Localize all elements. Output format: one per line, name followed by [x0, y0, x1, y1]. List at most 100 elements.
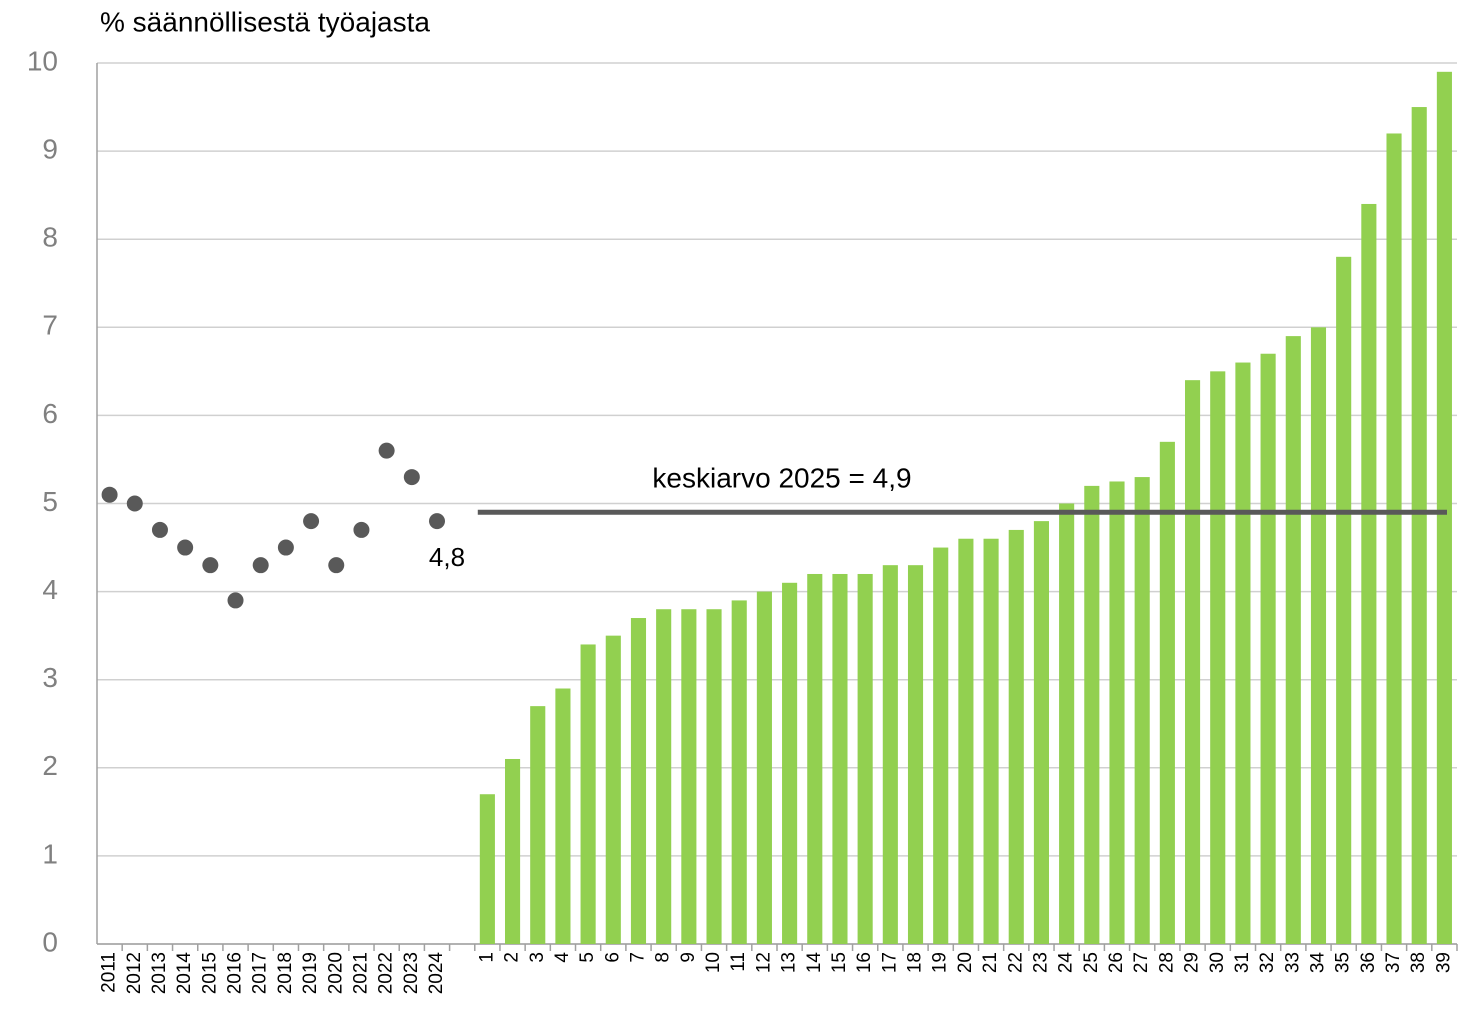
x-tick-label: 33 [1282, 952, 1303, 973]
x-tick-label: 31 [1232, 952, 1253, 973]
bar [1285, 336, 1301, 944]
x-tick-label: 25 [1081, 952, 1102, 973]
bar [505, 758, 521, 944]
x-tick-label: 9 [678, 952, 699, 963]
bar [1059, 503, 1075, 944]
x-tick-label: 26 [1106, 952, 1127, 973]
y-tick-label: 9 [42, 133, 58, 164]
x-tick-label: 37 [1383, 952, 1404, 973]
x-tick-label: 18 [905, 952, 926, 973]
bar [857, 573, 873, 944]
x-tick-label: 36 [1358, 952, 1379, 973]
data-label: 4,8 [429, 542, 465, 572]
annotation-label: keskiarvo 2025 = 4,9 [652, 463, 911, 494]
x-tick-label: 27 [1131, 952, 1152, 973]
x-tick-label: 2023 [401, 952, 422, 994]
bar [1361, 203, 1377, 944]
bar [605, 635, 621, 944]
bar [756, 591, 772, 944]
x-tick-label: 14 [804, 952, 825, 974]
bar [882, 565, 898, 944]
x-tick-label: 2021 [350, 952, 371, 994]
dot [101, 486, 118, 503]
x-tick-label: 2015 [199, 952, 220, 994]
bar [983, 538, 999, 944]
bar [1185, 380, 1201, 944]
x-tick-label: 21 [980, 952, 1001, 973]
y-tick-label: 7 [42, 310, 58, 341]
y-tick-label: 8 [42, 222, 58, 253]
y-tick-label: 5 [42, 486, 58, 517]
x-tick-label: 2011 [99, 952, 120, 993]
x-tick-label: 10 [703, 952, 724, 973]
bar [1436, 71, 1452, 944]
y-tick-label: 6 [42, 398, 58, 429]
x-tick-label: 12 [753, 952, 774, 973]
x-tick-label: 11 [728, 952, 749, 972]
bar [1336, 256, 1352, 944]
x-tick-label: 20 [955, 952, 976, 973]
x-tick-label: 2013 [149, 952, 170, 994]
dot [429, 513, 445, 530]
x-tick-label: 22 [1005, 952, 1026, 973]
dot [202, 557, 219, 574]
x-tick-label: 2018 [275, 952, 296, 994]
bar [933, 547, 949, 944]
bar [1386, 133, 1402, 945]
bar [731, 600, 747, 944]
x-tick-label: 2 [502, 952, 523, 963]
dot [353, 521, 370, 538]
y-tick-label: 10 [27, 45, 58, 76]
x-tick-label: 17 [879, 952, 900, 973]
x-tick-label: 7 [627, 952, 648, 963]
x-tick-label: 2024 [426, 952, 447, 995]
bar [479, 794, 495, 944]
y-tick-label: 3 [42, 662, 58, 693]
bar [958, 538, 974, 944]
x-tick-label: 5 [577, 952, 598, 963]
bar [1134, 477, 1150, 944]
dot [403, 469, 420, 486]
x-tick-label: 16 [854, 952, 875, 973]
bar [1159, 441, 1175, 944]
x-tick-label: 30 [1207, 952, 1228, 973]
y-tick-label: 0 [42, 926, 58, 957]
bar [1033, 521, 1049, 944]
x-tick-label: 13 [779, 952, 800, 973]
dot [227, 592, 244, 609]
bar [1109, 481, 1125, 944]
bar [1260, 353, 1276, 945]
x-tick-label: 2019 [300, 952, 321, 994]
x-tick-label: 2022 [376, 952, 397, 994]
x-tick-label: 28 [1156, 952, 1177, 973]
x-tick-label: 2016 [225, 952, 246, 994]
x-tick-label: 15 [829, 952, 850, 973]
x-tick-label: 4 [552, 952, 573, 963]
x-tick-label: 24 [1056, 952, 1077, 974]
x-tick-label: 3 [527, 952, 548, 963]
bar [555, 688, 571, 944]
x-tick-label: 6 [602, 952, 623, 963]
dot [303, 513, 320, 530]
x-tick-label: 2020 [325, 952, 346, 994]
chart-title: % säännöllisestä työajasta [100, 6, 430, 37]
bar [530, 706, 546, 944]
x-tick-label: 34 [1307, 952, 1328, 974]
bar [1084, 485, 1100, 944]
bar [1235, 362, 1251, 944]
x-tick-label: 2014 [174, 952, 195, 995]
x-tick-label: 39 [1433, 952, 1454, 973]
dot [378, 442, 395, 459]
bar [706, 609, 722, 944]
x-tick-label: 8 [653, 952, 674, 963]
x-tick-label: 23 [1030, 952, 1051, 973]
bar [907, 565, 924, 944]
bar [681, 609, 697, 944]
bar [832, 573, 848, 944]
dot [252, 557, 269, 574]
dot [126, 495, 143, 512]
bar [807, 573, 823, 944]
bar [1008, 529, 1024, 944]
